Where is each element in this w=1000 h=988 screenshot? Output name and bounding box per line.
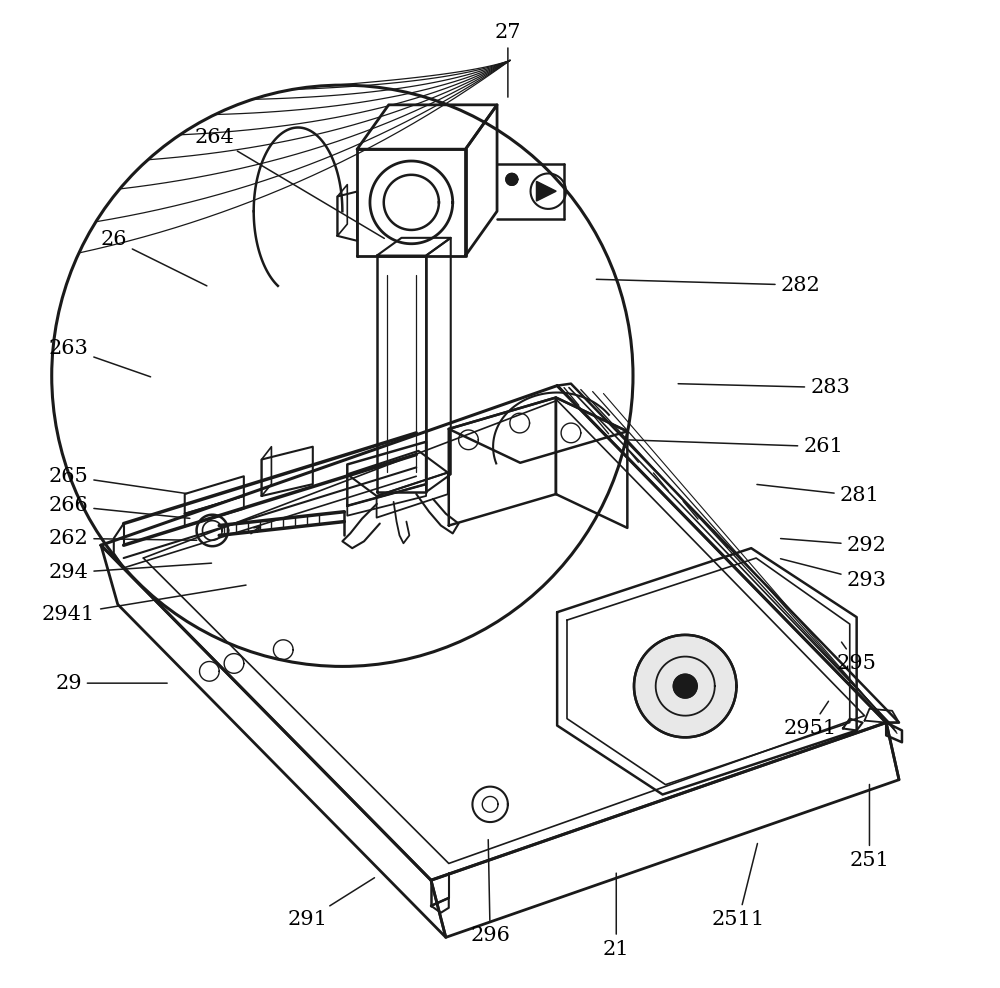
Text: 27: 27 — [495, 24, 521, 97]
Text: 296: 296 — [470, 840, 510, 945]
Text: 292: 292 — [781, 535, 886, 554]
Text: 251: 251 — [850, 784, 889, 870]
Text: 265: 265 — [49, 466, 187, 494]
Text: 21: 21 — [603, 873, 630, 958]
Text: 266: 266 — [49, 496, 190, 519]
Polygon shape — [673, 674, 697, 698]
Text: 283: 283 — [678, 378, 850, 397]
Polygon shape — [634, 635, 736, 737]
Text: 262: 262 — [49, 529, 197, 547]
Polygon shape — [536, 182, 556, 201]
Text: 291: 291 — [288, 877, 374, 929]
Text: 263: 263 — [49, 339, 151, 376]
Text: 2511: 2511 — [712, 844, 765, 929]
Text: 26: 26 — [101, 230, 207, 286]
Text: 294: 294 — [49, 563, 212, 582]
Text: 293: 293 — [781, 559, 887, 590]
Text: 282: 282 — [596, 276, 820, 294]
Text: 2941: 2941 — [42, 585, 246, 623]
Text: 295: 295 — [837, 642, 877, 673]
Text: 281: 281 — [757, 484, 880, 506]
Polygon shape — [506, 174, 518, 186]
Text: 29: 29 — [55, 674, 167, 693]
Text: 2951: 2951 — [784, 701, 837, 738]
Text: 261: 261 — [629, 438, 843, 456]
Text: 264: 264 — [194, 127, 384, 238]
